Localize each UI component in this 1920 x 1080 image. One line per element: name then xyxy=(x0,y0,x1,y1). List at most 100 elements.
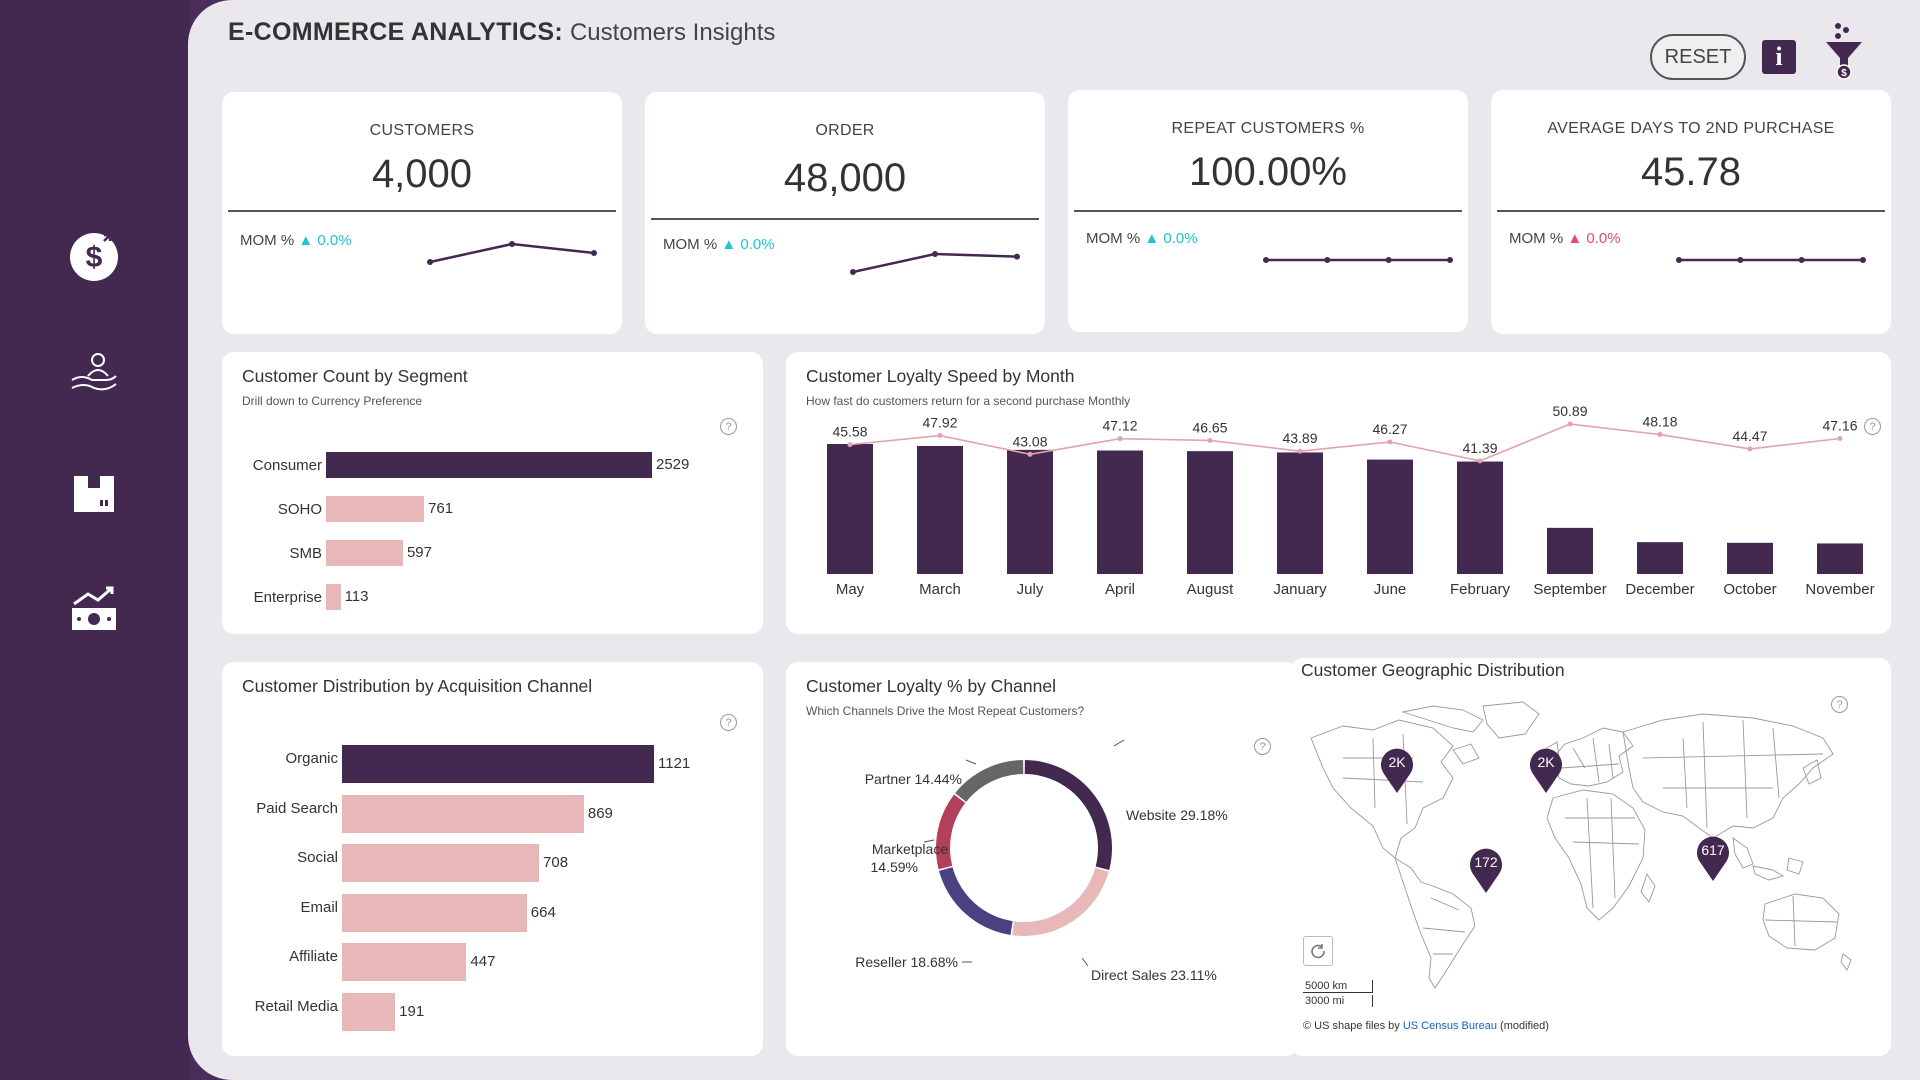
map-attribution-prefix: © US shape files by xyxy=(1303,1020,1403,1032)
map-marker[interactable]: 172 xyxy=(1468,846,1504,899)
map-scale-mi: 3000 mi xyxy=(1303,995,1373,1007)
sparkline-point xyxy=(1324,257,1331,263)
line-point xyxy=(1837,436,1843,442)
map-marker[interactable]: 2K xyxy=(1528,746,1564,799)
line-point xyxy=(1387,439,1393,445)
bar-category-label: Paid Search xyxy=(256,799,338,817)
slice-label: Partner 14.44% xyxy=(865,771,962,787)
sidebar-item-orders[interactable] xyxy=(66,464,122,520)
leader-line xyxy=(1081,957,1089,967)
line-point xyxy=(1117,436,1123,442)
loyalty-channel-panel: Customer Loyalty % by Channel Which Chan… xyxy=(786,662,1298,1056)
sparkline-point xyxy=(1263,257,1269,263)
bar[interactable] xyxy=(326,496,425,522)
bar-value-label: 664 xyxy=(530,903,556,921)
map-marker[interactable]: 617 xyxy=(1695,834,1731,887)
bar-value-label: 597 xyxy=(406,544,432,561)
bar-value-label: 869 xyxy=(587,804,613,822)
trend-up-icon: ▲ xyxy=(298,232,314,249)
axis-tick-label: October xyxy=(1723,581,1776,598)
divider xyxy=(651,218,1039,220)
kpi-value: 100.00% xyxy=(1189,150,1347,194)
data-label: 47.92 xyxy=(922,415,957,431)
help-icon[interactable]: ? xyxy=(1864,418,1881,435)
kpi-sparkline xyxy=(850,251,1020,275)
bar xyxy=(827,444,873,574)
panel-subtitle: Drill down to Currency Preference xyxy=(242,394,423,408)
axis-tick-label: April xyxy=(1105,581,1135,598)
map-attribution-link[interactable]: US Census Bureau xyxy=(1402,1020,1497,1032)
bar[interactable] xyxy=(342,943,467,981)
panel-title: Customer Loyalty % by Channel xyxy=(806,676,1056,696)
help-icon[interactable]: ? xyxy=(1254,738,1271,755)
bar-category-label: Retail Media xyxy=(254,997,338,1015)
map-pin-icon xyxy=(1697,836,1729,881)
reset-button[interactable]: RESET xyxy=(1650,34,1746,80)
line-point xyxy=(1027,451,1033,457)
sidebar-item-revenue[interactable] xyxy=(66,580,122,636)
map-attribution: © US shape files by US Census Bureau (mo… xyxy=(1303,1020,1549,1032)
map-reset-button[interactable] xyxy=(1303,936,1333,966)
map-marker-label: 2K xyxy=(1388,754,1406,770)
sidebar-item-customers[interactable] xyxy=(66,346,122,402)
trend-up-icon: ▲ xyxy=(721,236,737,253)
axis-tick-label: March xyxy=(919,581,961,598)
kpi-mom: MOM % ▲ 0.0% xyxy=(1086,230,1198,247)
kpi-sparkline xyxy=(1676,257,1866,263)
svg-text:$: $ xyxy=(86,241,103,274)
slice-label: Marketplace xyxy=(872,841,948,857)
sparkline-point xyxy=(591,250,597,256)
kpi-mom-label: MOM % xyxy=(240,232,295,249)
help-icon[interactable]: ? xyxy=(720,714,737,731)
line-point xyxy=(1567,421,1573,427)
bar xyxy=(1367,459,1413,574)
pie-slice xyxy=(936,794,966,870)
kpi-label: REPEAT CUSTOMERS % xyxy=(1171,120,1365,137)
filter-button[interactable]: $ xyxy=(1824,22,1864,80)
map-pin-icon xyxy=(1381,748,1413,793)
bar xyxy=(1007,449,1053,574)
bar[interactable] xyxy=(342,992,396,1031)
line-point xyxy=(937,433,943,439)
bar xyxy=(1277,452,1323,574)
dollar-icon: $ xyxy=(70,233,118,281)
sparkline-point xyxy=(1737,257,1744,263)
kpi-value: 4,000 xyxy=(371,152,473,196)
axis-tick-label: July xyxy=(1017,581,1044,598)
help-icon[interactable]: ? xyxy=(1831,696,1848,713)
data-label: 45.58 xyxy=(832,424,867,440)
data-label: 46.65 xyxy=(1192,419,1227,435)
data-label: 48.18 xyxy=(1642,414,1677,430)
kpi-card-avg-days: AVERAGE DAYS TO 2ND PURCHASE 45.78 MOM %… xyxy=(1491,90,1891,334)
bar[interactable] xyxy=(326,540,403,566)
kpi-sparkline xyxy=(1263,257,1453,263)
bar-value-label: 447 xyxy=(470,953,496,970)
bar[interactable] xyxy=(342,745,654,783)
sidebar-item-finance[interactable]: $ xyxy=(66,229,122,285)
panel-title: Customer Geographic Distribution xyxy=(1301,660,1565,680)
data-label: 47.12 xyxy=(1102,418,1137,434)
divider xyxy=(1497,210,1885,212)
main-content: E-COMMERCE ANALYTICS: Customers Insights… xyxy=(188,0,1920,1080)
help-icon[interactable]: ? xyxy=(720,418,737,435)
bar[interactable] xyxy=(326,584,341,610)
loyalty-donut-chart: Website 29.18% Direct Sales 23.11% Reselle… xyxy=(855,739,1228,983)
kpi-label: ORDER xyxy=(815,122,875,139)
channel-panel: Customer Distribution by Acquisition Cha… xyxy=(222,662,763,1056)
bar-value-label: 113 xyxy=(344,588,369,605)
pie-slice xyxy=(1024,760,1112,870)
map-attribution-suffix: (modified) xyxy=(1497,1020,1549,1032)
info-button[interactable]: i xyxy=(1762,40,1796,74)
bar[interactable] xyxy=(342,794,584,833)
line-point xyxy=(1747,446,1753,452)
bar[interactable] xyxy=(342,893,527,932)
sparkline-point xyxy=(1860,257,1866,263)
map-scale-km: 5000 km xyxy=(1303,980,1373,993)
data-label: 46.27 xyxy=(1372,421,1407,437)
bar[interactable] xyxy=(326,452,652,478)
map-marker[interactable]: 2K xyxy=(1379,746,1415,799)
bar[interactable] xyxy=(342,844,540,882)
axis-tick-label: August xyxy=(1187,581,1235,598)
page-title: E-COMMERCE ANALYTICS: Customers Insights xyxy=(228,18,775,47)
world-map[interactable] xyxy=(1303,698,1863,998)
